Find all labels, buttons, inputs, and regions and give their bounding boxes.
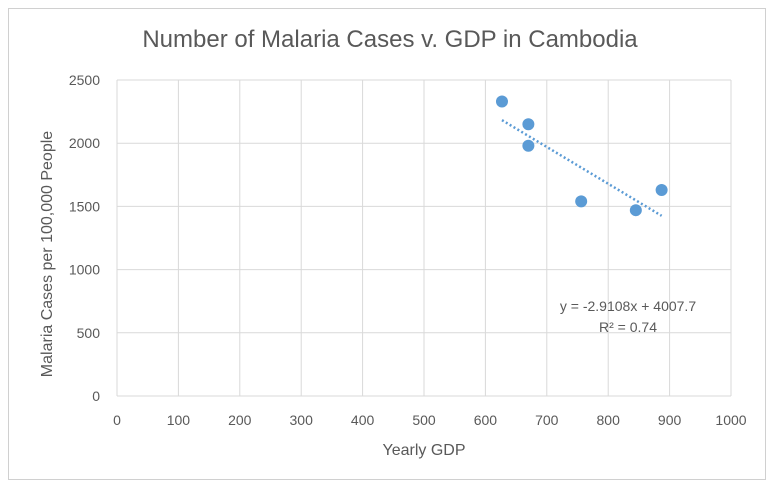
x-tick-label-300: 300 (290, 412, 314, 428)
y-tick-label-2000: 2000 (69, 135, 100, 151)
data-point-1 (495, 95, 508, 108)
y-tick-label-2500: 2500 (69, 72, 100, 88)
x-tick-label-100: 100 (167, 412, 191, 428)
data-point-3 (522, 139, 535, 152)
x-axis-label: Yearly GDP (383, 442, 466, 459)
tick-labels: 0 100 200 300 400 500 600 700 800 900 1000 0 500 1000… (69, 72, 747, 428)
x-tick-label-900: 900 (658, 412, 682, 428)
data-points (495, 95, 668, 217)
grid-lines (116, 79, 732, 397)
y-axis-label: Malaria Cases per 100,000 People (39, 131, 56, 377)
y-tick-label-0: 0 (92, 388, 100, 404)
x-tick-label-0: 0 (113, 412, 121, 428)
y-tick-label-1000: 1000 (69, 262, 100, 278)
y-tick-label-500: 500 (77, 325, 101, 341)
chart-title: Number of Malaria Cases v. GDP in Cambod… (142, 26, 638, 53)
trendline-equation: y = -2.9108x + 4007.7 (560, 298, 696, 314)
x-tick-label-400: 400 (351, 412, 375, 428)
data-point-2 (522, 118, 535, 131)
x-tick-label-600: 600 (474, 412, 498, 428)
x-tick-label-500: 500 (412, 412, 436, 428)
y-tick-label-1500: 1500 (69, 198, 100, 214)
data-point-6 (655, 183, 668, 196)
chart-frame (8, 8, 766, 480)
x-tick-label-700: 700 (535, 412, 559, 428)
data-point-4 (575, 195, 588, 208)
x-tick-label-800: 800 (597, 412, 621, 428)
data-point-5 (629, 204, 642, 217)
trendline-r-squared: R² = 0.74 (599, 319, 657, 335)
x-tick-label-1000: 1000 (715, 412, 746, 428)
x-tick-label-200: 200 (228, 412, 252, 428)
